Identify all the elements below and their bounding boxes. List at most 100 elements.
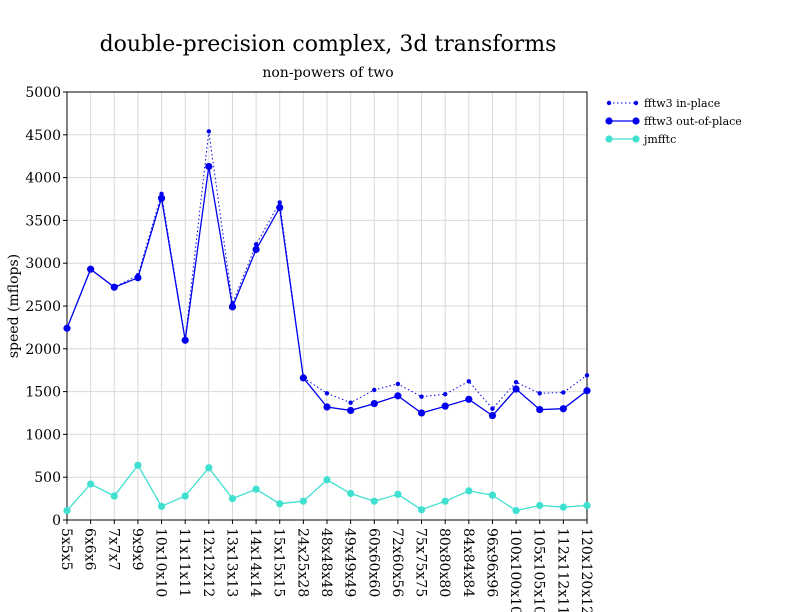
y-tick-label: 0 xyxy=(52,513,61,529)
legend-label: jmfftc xyxy=(642,133,676,146)
data-point xyxy=(561,390,566,395)
data-point xyxy=(466,379,472,384)
data-point xyxy=(87,265,95,273)
data-point xyxy=(395,381,401,387)
data-point xyxy=(276,203,284,212)
data-point xyxy=(87,480,95,488)
data-point xyxy=(559,503,567,511)
chart-subtitle: non-powers of two xyxy=(262,65,393,81)
data-point xyxy=(205,162,213,171)
data-point xyxy=(417,409,426,417)
x-tick-label: 11x11x11 xyxy=(176,528,192,597)
data-point xyxy=(490,406,495,411)
data-point xyxy=(299,497,307,505)
x-tick-label: 105x105x105 xyxy=(531,528,547,612)
data-point xyxy=(324,391,330,396)
x-tick-label: 13x13x13 xyxy=(223,528,239,597)
data-point xyxy=(370,497,378,505)
data-point xyxy=(394,490,402,498)
x-tick-label: 80x80x80 xyxy=(436,528,452,597)
legend-marker xyxy=(605,117,613,125)
y-tick-label: 4000 xyxy=(25,171,61,187)
data-point xyxy=(323,403,331,411)
legend-label: fftw3 out-of-place xyxy=(644,115,742,128)
x-tick-label: 48x48x48 xyxy=(318,528,334,597)
y-axis-label: speed (mflops) xyxy=(6,254,22,358)
data-point xyxy=(417,506,426,514)
data-point xyxy=(512,385,520,393)
x-tick-label: 9x9x9 xyxy=(129,528,145,571)
data-point xyxy=(488,411,497,420)
y-tick-label: 1000 xyxy=(25,427,61,443)
data-point xyxy=(559,405,567,413)
data-point xyxy=(394,392,402,400)
legend-marker xyxy=(606,100,612,106)
data-point xyxy=(134,274,142,282)
chart-title: double-precision complex, 3d transforms xyxy=(100,32,557,57)
x-tick-label: 12x12x12 xyxy=(200,528,216,597)
data-point xyxy=(277,200,282,205)
x-tick-label: 24x25x28 xyxy=(294,528,310,597)
x-tick-label: 49x49x49 xyxy=(342,528,358,597)
data-point xyxy=(157,502,166,510)
data-point xyxy=(252,245,260,254)
data-point xyxy=(323,476,331,484)
series-2 xyxy=(63,461,591,515)
data-point xyxy=(442,391,448,397)
data-point xyxy=(536,405,544,414)
data-point xyxy=(63,506,71,515)
data-point xyxy=(370,399,378,408)
x-tick-label: 75x75x75 xyxy=(413,528,429,597)
data-point xyxy=(205,464,213,472)
y-tick-label: 3000 xyxy=(25,256,61,272)
y-tick-label: 4500 xyxy=(25,128,61,144)
legend: fftw3 in-place fftw3 out-of-place jmfftc xyxy=(605,97,742,146)
y-tick-label: 3500 xyxy=(25,213,61,229)
grid xyxy=(66,91,588,521)
y-tick-label: 500 xyxy=(34,470,61,486)
data-point xyxy=(419,394,424,399)
x-tick-label: 10x10x10 xyxy=(153,528,169,597)
data-point xyxy=(583,501,591,510)
x-tick-label: 72x60x56 xyxy=(389,528,405,597)
data-point xyxy=(536,501,544,510)
data-point xyxy=(441,497,449,505)
x-tick-label: 14x14x14 xyxy=(247,528,263,597)
x-tick-label: 60x60x60 xyxy=(365,528,381,597)
series xyxy=(63,129,591,515)
data-point xyxy=(276,500,284,508)
data-point xyxy=(110,492,118,500)
data-point xyxy=(252,485,260,493)
legend-marker xyxy=(633,100,639,106)
y-tick-label: 5000 xyxy=(25,85,61,101)
x-tick-label: 7x7x7 xyxy=(105,528,121,571)
data-point xyxy=(347,406,355,415)
data-point xyxy=(157,194,166,202)
y-tick-label: 1500 xyxy=(25,385,61,401)
y-axis-ticks: 0 500 1000 1500 2000 2500 3000 3500 4000 4500 5000 xyxy=(25,85,67,529)
legend-item: fftw3 out-of-place xyxy=(605,115,742,128)
x-tick-label: 5x5x5 xyxy=(58,528,74,571)
x-tick-label: 120x120x120 xyxy=(578,528,594,612)
data-point xyxy=(134,461,142,469)
x-tick-label: 100x100x100 xyxy=(507,528,523,612)
data-point xyxy=(253,242,259,247)
x-axis-ticks: 5x5x5 6x6x6 7x7x7 9x9x9 10x10x10 11x11x11 12x1… xyxy=(58,520,594,612)
legend-label: fftw3 in-place xyxy=(644,97,720,110)
x-tick-label: 15x15x15 xyxy=(271,528,287,597)
data-point xyxy=(181,336,189,344)
series-1 xyxy=(63,162,591,420)
data-point xyxy=(583,387,591,395)
data-point xyxy=(513,379,519,385)
legend-marker xyxy=(632,117,640,125)
legend-marker xyxy=(605,135,613,143)
y-tick-label: 2500 xyxy=(25,299,61,315)
legend-marker xyxy=(632,135,640,143)
data-point xyxy=(63,324,71,332)
data-point xyxy=(348,400,353,405)
data-point xyxy=(228,495,237,503)
x-tick-label: 6x6x6 xyxy=(82,528,98,571)
x-tick-label: 84x84x84 xyxy=(460,528,476,597)
data-point xyxy=(488,491,497,499)
